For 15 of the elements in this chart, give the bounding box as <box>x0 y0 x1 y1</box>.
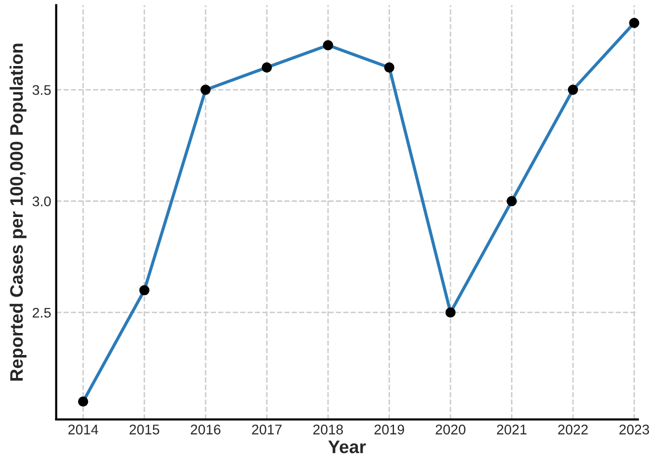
y-tick-label: 3.0 <box>32 196 51 206</box>
y-axis-title: Reported Cases per 100,000 Population <box>10 44 26 381</box>
x-axis-title: Year <box>328 440 366 454</box>
x-tick-label: 2018 <box>313 424 343 434</box>
x-tick-label: 2022 <box>558 424 588 434</box>
x-tick-label: 2023 <box>619 424 650 434</box>
x-tick-label: 2019 <box>374 424 404 434</box>
x-tick-label: 2015 <box>130 424 160 434</box>
x-tick-label: 2021 <box>496 424 527 434</box>
x-tick-label: 2014 <box>68 424 98 434</box>
y-tick-label: 2.5 <box>32 308 51 318</box>
x-tick-label: 2016 <box>190 424 220 434</box>
x-tick-label: 2017 <box>252 424 282 434</box>
x-tick-label: 2020 <box>436 424 466 434</box>
y-tick-label: 3.5 <box>32 85 51 95</box>
